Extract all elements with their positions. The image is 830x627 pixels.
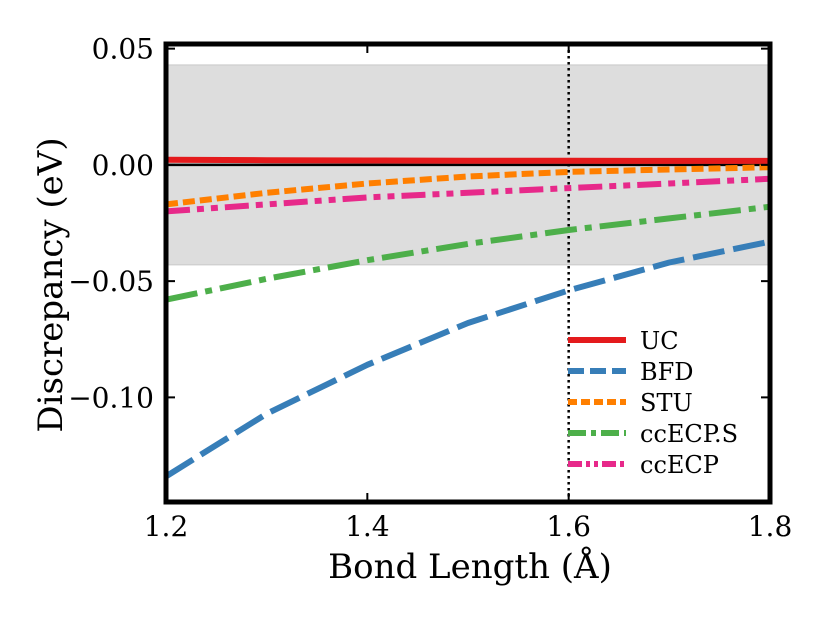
reference-lines-layer: [166, 44, 770, 502]
series-line-ccecp: [166, 175, 770, 215]
plot-frame: [163, 41, 773, 505]
legend: UC BFD STU ccECP.S ccECP: [568, 327, 738, 479]
x-tick-label: 1.2: [144, 510, 189, 543]
y-axis-title: Discrepancy (eV): [31, 137, 71, 432]
series-layer: [166, 156, 770, 479]
x-tick-label: 1.6: [546, 510, 591, 543]
legend-label-bfd: BFD: [640, 358, 694, 386]
y-tick-label: 0.00: [92, 149, 154, 182]
legend-label-ccecp: ccECP: [640, 451, 719, 479]
legend-label-stu: STU: [640, 389, 693, 417]
series-line-bfd: [166, 238, 770, 479]
axes-layer: 1.2 1.4 1.6 1.8 0.05 0.00 −0.05 −0.10: [68, 33, 792, 543]
series-line-uc: [166, 156, 770, 164]
legend-label-uc: UC: [640, 327, 679, 355]
x-tick-label: 1.8: [748, 510, 793, 543]
series-line-ccecp-s: [166, 203, 770, 303]
x-axis-title: Bond Length (Å): [328, 546, 612, 587]
series-line-stu: [166, 164, 770, 208]
y-tick-label: −0.10: [68, 381, 154, 414]
y-tick-label: −0.05: [68, 265, 154, 298]
x-tick-label: 1.4: [345, 510, 390, 543]
legend-label-ccecp-s: ccECP.S: [640, 420, 738, 448]
y-tick-label: 0.05: [92, 33, 154, 66]
